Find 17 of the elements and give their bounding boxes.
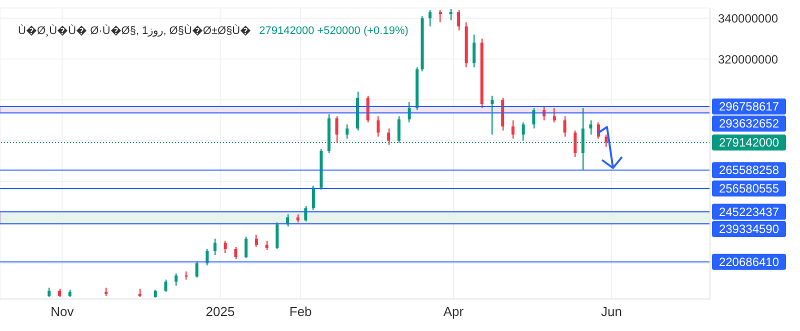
- ref-line-label: 220686410: [718, 254, 780, 269]
- ref-line-label: 279142000: [718, 135, 780, 150]
- ref-line-label: 239334590: [718, 222, 780, 236]
- ref-line-label: 245223437: [718, 204, 780, 219]
- ref-line-label: 293632652: [718, 116, 780, 131]
- x-tick-label: 2025: [206, 304, 235, 320]
- x-tick-label: Jun: [601, 304, 622, 320]
- x-tick-label: Apr: [443, 304, 464, 320]
- ref-line-label: 296758617: [718, 100, 780, 114]
- y-tick-label: 340000000: [718, 11, 778, 26]
- ref-line-label: 256580555: [718, 182, 780, 196]
- x-tick-label: Feb: [289, 304, 312, 320]
- y-tick-label: 320000000: [718, 52, 778, 66]
- text: 279142000 +520000 (+0.19%): [259, 25, 408, 37]
- x-tick-label: Nov: [50, 304, 74, 320]
- text: Ù�Ø¸Ù�Ù� Ø·Ù�Ø§, 1روز, Ø§Ù�Ø±Ø§Ù�: [18, 25, 252, 37]
- ref-line-label: 265588258: [718, 163, 780, 178]
